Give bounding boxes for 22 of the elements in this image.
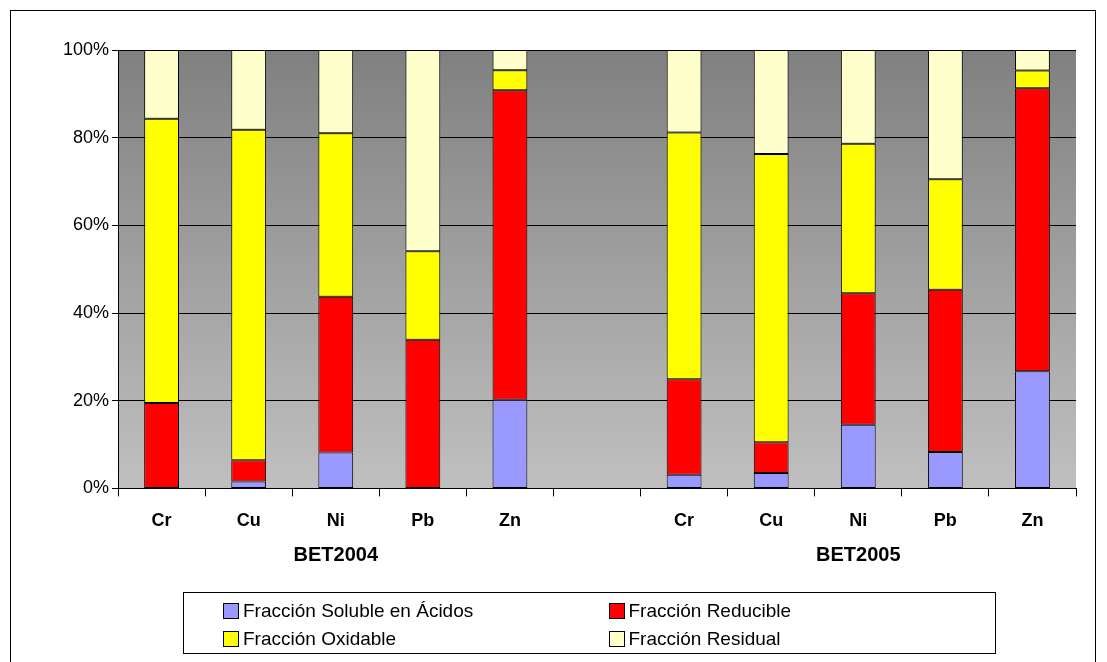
x-tick-label: Cr: [151, 510, 172, 531]
legend-label: Fracción Residual: [628, 627, 781, 651]
x-tick-label: Ni: [849, 510, 868, 531]
legend-label: Fracción Reducible: [628, 599, 792, 623]
x-tick-label: Cu: [759, 510, 784, 531]
text: BET2005: [816, 542, 901, 565]
legend-label: Fracción Oxidable: [243, 627, 397, 651]
x-tick-label: Cu: [236, 510, 261, 531]
x-tick-label: Cr: [674, 510, 695, 531]
x-tick-label: Ni: [326, 510, 345, 531]
legend-label: Fracción Soluble en Ácidos: [243, 599, 474, 623]
y-tick-label: 20%: [73, 389, 110, 410]
y-tick-label: 60%: [73, 214, 110, 235]
x-tick-label: Zn: [1021, 510, 1044, 531]
y-tick-label: 100%: [62, 38, 110, 59]
x-tick-label: Pb: [411, 510, 435, 531]
y-tick-label: 80%: [73, 126, 110, 147]
x-tick-label: Zn: [498, 510, 521, 531]
text: BET2004: [293, 542, 379, 565]
y-tick-label: 40%: [73, 302, 110, 323]
y-tick-label: 0%: [83, 477, 110, 498]
x-tick-label: Pb: [933, 510, 957, 531]
